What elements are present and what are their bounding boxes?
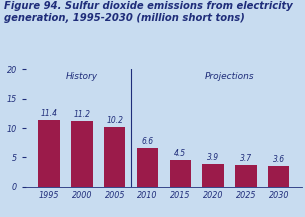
Bar bbox=[170, 160, 191, 187]
Text: 10.2: 10.2 bbox=[106, 116, 123, 125]
Bar bbox=[268, 166, 289, 187]
Bar bbox=[104, 127, 125, 187]
Bar bbox=[203, 164, 224, 187]
Text: History: History bbox=[66, 72, 98, 81]
Text: 3.7: 3.7 bbox=[240, 154, 252, 163]
Bar bbox=[137, 148, 158, 187]
Text: 11.2: 11.2 bbox=[74, 110, 91, 119]
Text: Figure 94. Sulfur dioxide emissions from electricity
generation, 1995-2030 (mill: Figure 94. Sulfur dioxide emissions from… bbox=[4, 1, 293, 23]
Bar bbox=[71, 121, 93, 187]
Text: 3.6: 3.6 bbox=[273, 155, 285, 164]
Bar bbox=[235, 165, 257, 187]
Text: 11.4: 11.4 bbox=[41, 109, 58, 118]
Bar bbox=[38, 120, 60, 187]
Text: 3.9: 3.9 bbox=[207, 153, 219, 162]
Text: 4.5: 4.5 bbox=[174, 150, 186, 158]
Text: Projections: Projections bbox=[205, 72, 254, 81]
Text: 6.6: 6.6 bbox=[142, 137, 154, 146]
